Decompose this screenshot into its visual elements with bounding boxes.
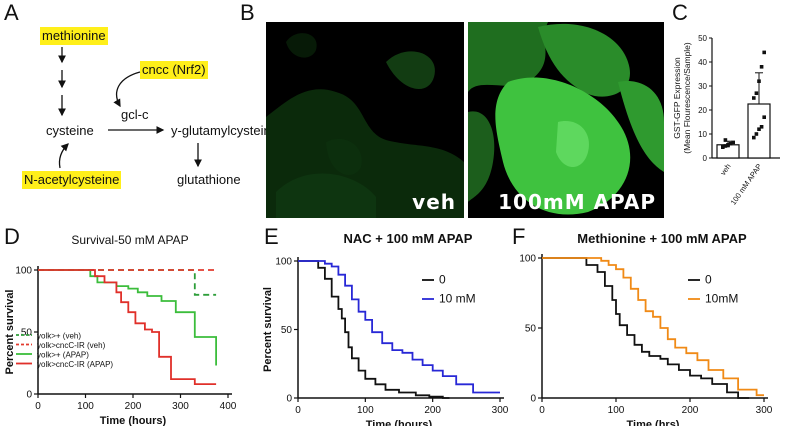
x-tick-label: 100 (357, 405, 374, 416)
data-point (757, 79, 761, 83)
y-tick-label: 50 (698, 34, 707, 43)
data-point (731, 140, 735, 145)
data-point (752, 96, 756, 100)
apap-micrograph: 100mM APAP (468, 22, 664, 218)
x-tick-label: 0 (539, 405, 545, 416)
legend-label-3: yolk>cncC-IR (APAP) (37, 360, 113, 369)
legend-label-1: 10mM (705, 292, 738, 306)
data-point (723, 144, 728, 148)
y-axis-label-line-0: GST-GFP Expression (672, 57, 682, 139)
panel-label-c: C (672, 0, 688, 25)
methionine-node: methionine (40, 27, 108, 45)
x-axis-label: Time (hours) (100, 415, 167, 426)
data-point (757, 127, 761, 131)
series-line-0 (38, 269, 217, 296)
veh-tissue-image (266, 22, 464, 218)
chart-title: NAC + 100 mM APAP (344, 231, 473, 246)
chart-c: 0 10 20 30 40 50 GST-GFP Expression (Mean Flour… (672, 34, 780, 207)
x-axis-label: Time (hours) (366, 419, 433, 426)
cncc-node: cncc (Nrf2) (140, 61, 208, 79)
x-axis-label: Time (hrs) (627, 419, 680, 426)
chart-f: Methionine + 100 mM APAP 0 50 100 0 100 200 300… (519, 231, 773, 426)
veh-micrograph: veh (266, 22, 464, 218)
legend-label-0: 0 (439, 273, 446, 287)
data-point (754, 132, 759, 136)
panel-label-f: F (512, 224, 526, 249)
panel-label-d: D (4, 224, 20, 249)
panel-label-e: E (264, 224, 279, 249)
x-tick-label: 200 (424, 405, 441, 416)
data-point (723, 138, 728, 142)
pathway-arrows (58, 47, 202, 169)
data-point (762, 50, 766, 55)
panel-label-a: A (4, 0, 19, 25)
nac-node: N-acetylcysteine (22, 171, 122, 189)
legend-label-2: yolk>+ (APAP) (37, 351, 89, 360)
data-point (759, 65, 764, 69)
glutamylcysteine-node: y-glutamylcysteine (171, 123, 278, 138)
legend-label-0: yolk>+ (veh) (37, 332, 81, 341)
y-axis-label: Percent survival (262, 287, 274, 372)
x-tick-label: 200 (682, 405, 699, 416)
cysteine-node: cysteine (46, 123, 94, 138)
x-tick-label: 0 (35, 401, 41, 412)
y-axis-label: Percent survival (4, 290, 16, 375)
x-tick-label: 100 (77, 401, 94, 412)
gclc-node: gcl-c (121, 107, 149, 122)
y-tick-label: 100 (15, 266, 32, 277)
glutathione-node: glutathione (177, 172, 241, 187)
y-tick-label: 0 (703, 154, 708, 163)
y-tick-label: 100 (519, 254, 536, 265)
chart-title: Survival-50 mM APAP (71, 233, 188, 247)
legend-label-1: 10 mM (439, 292, 476, 306)
legend-label-0: 0 (705, 273, 712, 287)
data-point (754, 91, 759, 95)
y-tick-label: 50 (21, 328, 33, 339)
series-line-1 (298, 260, 500, 394)
data-point (721, 144, 725, 149)
x-tick-label: 200 (125, 401, 142, 412)
y-tick-label: 30 (698, 82, 707, 91)
x-tick-label: 100 (608, 405, 625, 416)
series-line-0 (542, 257, 750, 399)
category-label-1: 100 mM APAP (729, 162, 764, 207)
x-tick-label: 300 (172, 401, 189, 412)
series-line-1 (542, 257, 764, 397)
apap-caption: 100mM APAP (498, 190, 656, 214)
y-tick-label: 0 (530, 394, 536, 405)
x-tick-label: 300 (492, 405, 509, 416)
y-tick-label: 50 (525, 324, 537, 335)
y-tick-label: 0 (286, 394, 292, 405)
x-tick-label: 300 (756, 405, 773, 416)
data-point (759, 125, 764, 129)
x-tick-label: 0 (295, 405, 301, 416)
apap-tissue-image (468, 22, 664, 218)
data-point (728, 141, 733, 146)
chart-title: Methionine + 100 mM APAP (577, 231, 747, 246)
y-tick-label: 10 (698, 130, 707, 139)
data-point (752, 135, 756, 140)
y-tick-label: 40 (698, 58, 707, 67)
legend-label-1: yolk>cncC-IR (veh) (37, 341, 106, 350)
data-point (726, 143, 730, 148)
y-tick-label: 20 (698, 106, 707, 115)
y-tick-label: 0 (26, 390, 32, 401)
y-tick-label: 50 (281, 325, 293, 336)
chart-e: NAC + 100 mM APAP 0 50 100 0 100 200 300 Time (h… (262, 231, 509, 426)
x-tick-label: 400 (220, 401, 237, 412)
veh-caption: veh (412, 190, 456, 214)
y-tick-label: 100 (275, 257, 292, 268)
data-point (762, 115, 766, 119)
series-line-3 (38, 269, 217, 386)
series-line-2 (38, 269, 218, 366)
series-line-0 (298, 260, 450, 399)
chart-d: Survival-50 mM APAP 0 50 100 0 100 200 300 400 Ti… (4, 233, 237, 426)
category-label-0: veh (718, 162, 732, 177)
panel-label-b: B (240, 0, 255, 25)
y-axis-label-line-1: (Mean Flourescence/Sample) (682, 42, 692, 154)
